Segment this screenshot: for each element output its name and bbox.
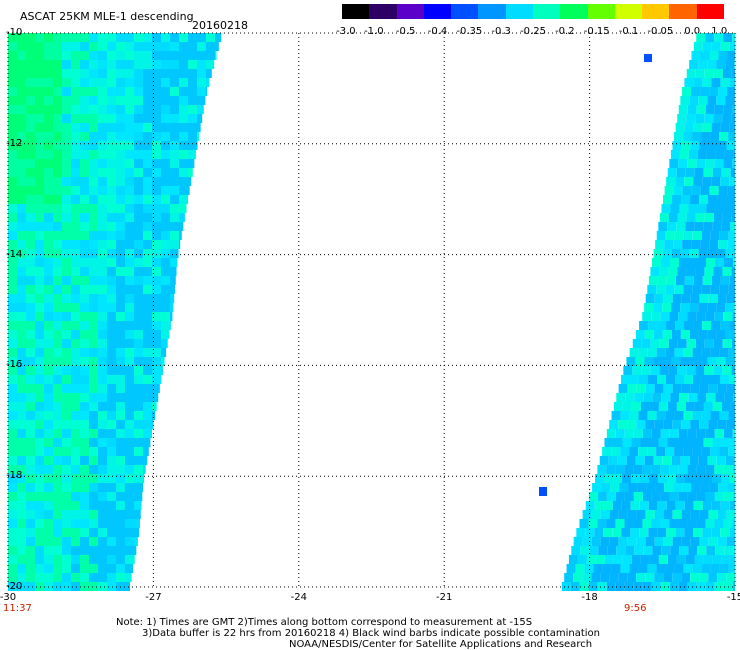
colorbar-tick-label: -0.2: [555, 26, 575, 37]
y-tick-label: -16: [6, 359, 23, 371]
colorbar-segment: [451, 4, 479, 19]
colorbar-tick-label: -0.05: [647, 26, 674, 37]
swath-cells: [8, 33, 735, 591]
colorbar-segment: [533, 4, 561, 19]
chart-date: 20160218: [192, 19, 248, 32]
colorbar-tick-label: -3.0: [336, 26, 356, 37]
x-tick-label: -27: [145, 592, 162, 603]
note-line-3: NOAA/NESDIS/Center for Satellite Applica…: [289, 639, 593, 650]
colorbar: [342, 4, 725, 19]
colorbar-segment: [642, 4, 670, 19]
y-tick-label: -18: [6, 470, 23, 482]
y-tick-label: -14: [6, 248, 23, 260]
dark-cell: [539, 487, 547, 496]
chart-title: ASCAT 25KM MLE-1 descending: [20, 10, 194, 23]
grid-lines: [7, 32, 736, 588]
colorbar-tick-label: 0.0: [684, 26, 701, 37]
colorbar-tick-label: -0.4: [427, 26, 448, 37]
colorbar-tick-label: -0.15: [583, 26, 610, 37]
colorbar-segment: [669, 4, 698, 19]
dark-cell: [644, 54, 652, 62]
colorbar-segment: [587, 4, 616, 19]
x-tick-label: -24: [290, 592, 307, 603]
colorbar-segment: [423, 4, 452, 19]
colorbar-tick-label: -0.1: [618, 26, 639, 37]
colorbar-segment: [342, 4, 370, 19]
colorbar-tick-label: -0.35: [456, 26, 483, 37]
colorbar-segment: [560, 4, 589, 19]
x-tick-label: -18: [581, 592, 598, 603]
colorbar-tick-label: -0.3: [491, 26, 511, 37]
colorbar-segment: [478, 4, 507, 19]
y-tick-label: -20: [6, 581, 23, 592]
x-tick-label: -30: [0, 592, 17, 603]
colorbar-tick-label: -0.5: [395, 26, 416, 37]
note-line-1: Note: 1) Times are GMT 2)Times along bot…: [116, 617, 533, 628]
colorbar-tick-label: 1.0: [711, 26, 728, 37]
colorbar-tick-label: -1.0: [364, 26, 384, 37]
right-swath-time: 9:56: [624, 603, 647, 614]
note-line-2: 3)Data buffer is 22 hrs from 20160218 4)…: [142, 628, 600, 639]
colorbar-segment: [369, 4, 398, 19]
x-tick-label: -21: [436, 592, 453, 603]
colorbar-segment: [505, 4, 534, 19]
colorbar-tick-label: -0.25: [520, 26, 546, 37]
colorbar-segment: [396, 4, 425, 19]
left-swath-time: 11:37: [3, 603, 32, 614]
y-tick-label: -10: [6, 27, 23, 38]
colorbar-segment: [696, 4, 725, 19]
colorbar-segment: [614, 4, 643, 19]
y-tick-label: -12: [6, 137, 23, 149]
x-tick-label: -15: [726, 592, 740, 603]
